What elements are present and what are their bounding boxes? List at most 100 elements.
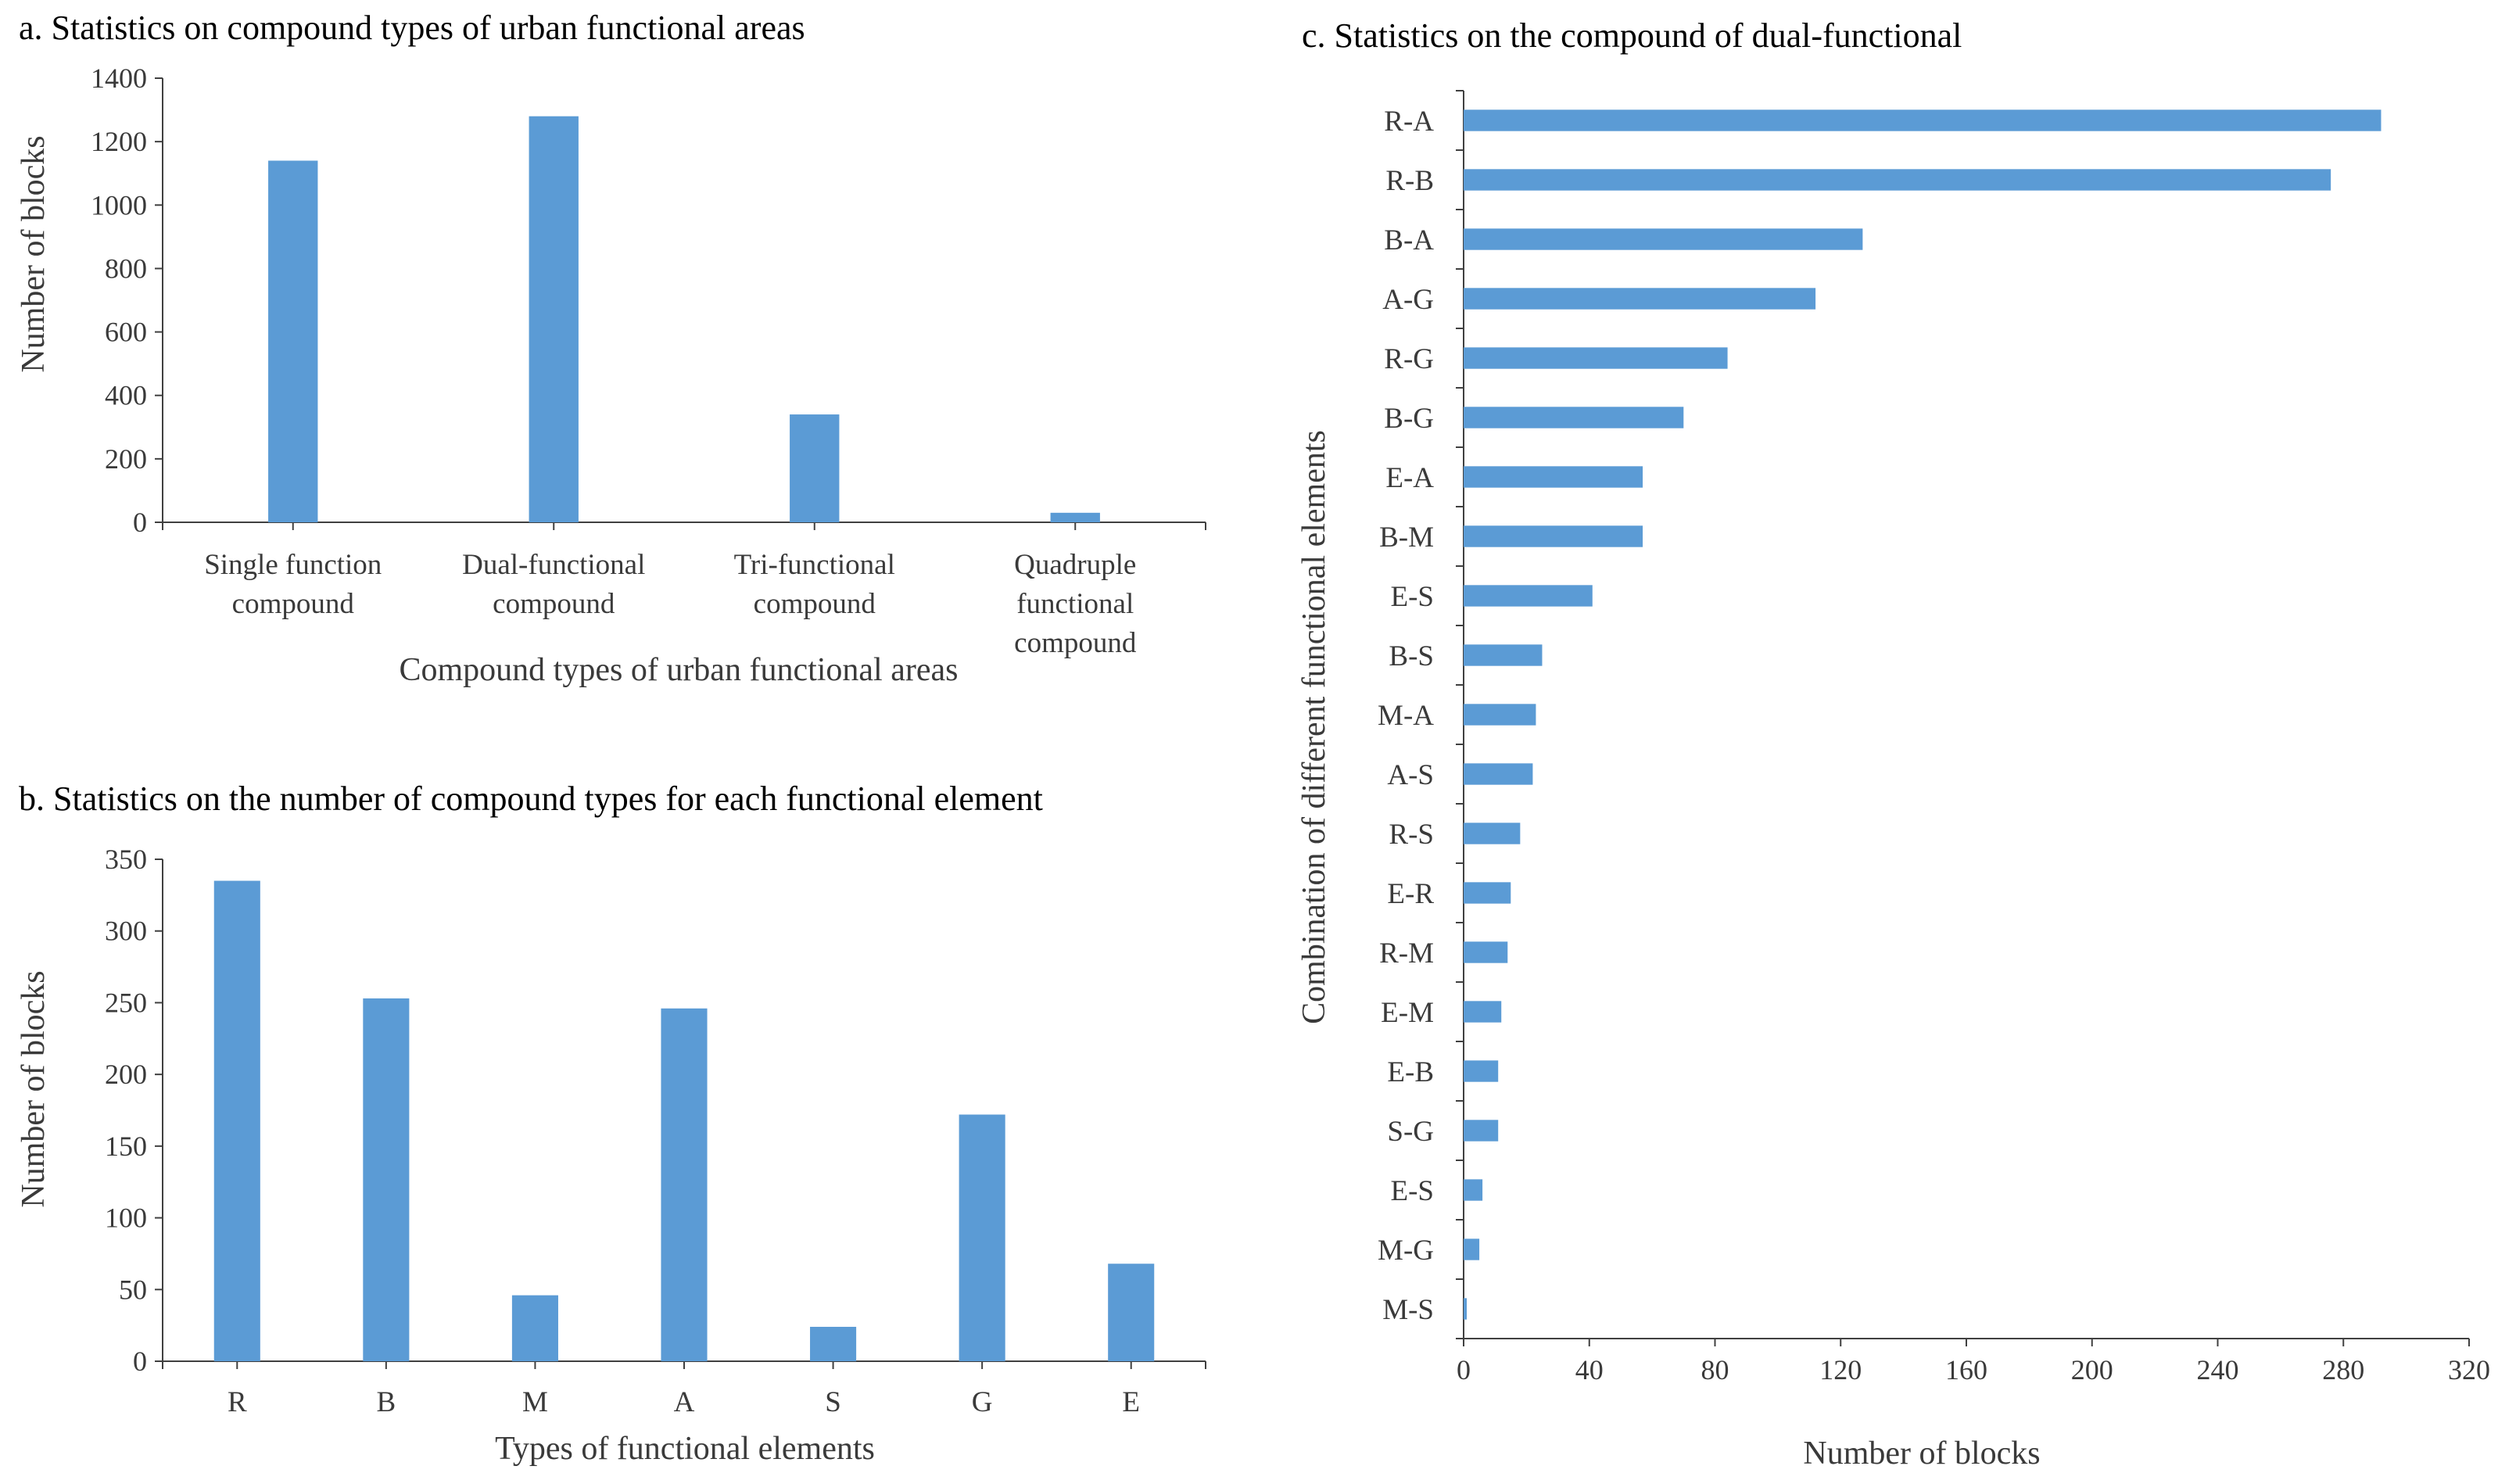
c-category-label: B-G	[1384, 403, 1434, 435]
a-category-line: Single function	[204, 549, 382, 581]
chart-c-category-labels: R-A R-B B-A A-G R-G B-G E-A B-M E-S B-S M-A A-S R-S E…	[1378, 106, 1434, 1326]
c-category-label: S-G	[1387, 1116, 1434, 1148]
b-category-label: S	[825, 1386, 841, 1418]
c-category-label: E-S	[1391, 1175, 1435, 1207]
c-category-label: R-G	[1384, 343, 1434, 375]
a-category-line: Dual-functional	[462, 549, 645, 581]
c-category-label: M-A	[1378, 700, 1434, 732]
chart-b-title: b. Statistics on the number of compound …	[19, 780, 1043, 818]
c-bar	[1464, 407, 1684, 428]
a-category-line: Quadruple	[1014, 549, 1136, 581]
chart-c-title: c. Statistics on the compound of dual-fu…	[1302, 16, 1962, 55]
chart-c-axes	[1456, 90, 2469, 1339]
b-bar	[959, 1114, 1005, 1361]
c-bar	[1464, 525, 1643, 547]
a-category-label: Dual-functional compound	[462, 549, 645, 620]
c-bar	[1464, 1060, 1499, 1082]
chart-c-dual-functional-combinations: c. Statistics on the compound of dual-fu…	[1296, 16, 2490, 1471]
c-x-tick-label: 40	[1575, 1354, 1604, 1385]
b-bar	[213, 880, 260, 1361]
chart-b-y-axis-label: Number of blocks	[16, 970, 52, 1207]
c-x-tick-label: 80	[1701, 1354, 1729, 1385]
a-y-tick-label: 0	[133, 507, 147, 538]
c-bar	[1464, 704, 1536, 726]
chart-a-category-labels: Single function compound Dual-functional co…	[204, 549, 1137, 659]
chart-a-x-axis-label: Compound types of urban functional areas	[400, 652, 959, 688]
b-y-tick-label: 100	[105, 1203, 147, 1234]
c-x-tick-label: 160	[1945, 1354, 1987, 1385]
b-bar	[1108, 1264, 1155, 1361]
c-bar	[1464, 823, 1521, 844]
a-bar	[529, 116, 579, 522]
c-bar	[1464, 347, 1728, 369]
c-category-label: E-B	[1387, 1056, 1434, 1088]
a-category-label: Tri-functional compound	[734, 549, 895, 620]
chart-a-y-ticks: 0 200 400 600 800 1000 1200 1400	[91, 63, 163, 538]
a-category-line: compound	[232, 588, 355, 620]
c-category-label: A-S	[1387, 759, 1434, 791]
c-category-label: B-S	[1389, 640, 1434, 672]
c-category-label: R-M	[1379, 937, 1434, 970]
c-x-tick-label: 0	[1457, 1354, 1471, 1385]
b-y-tick-label: 200	[105, 1059, 147, 1090]
a-y-tick-label: 1200	[91, 126, 147, 157]
c-bar	[1464, 228, 1863, 250]
c-bar	[1464, 763, 1533, 785]
chart-c-x-axis-label: Number of blocks	[1803, 1436, 2040, 1471]
b-y-tick-label: 0	[133, 1346, 147, 1377]
c-category-label: B-M	[1379, 522, 1434, 554]
c-category-label: M-G	[1378, 1235, 1434, 1267]
a-category-line: compound	[1014, 627, 1137, 659]
c-category-label: R-A	[1384, 106, 1434, 138]
c-bar	[1464, 109, 2382, 131]
c-bar	[1464, 288, 1816, 310]
c-bar	[1464, 1238, 1480, 1260]
a-category-line: Tri-functional	[734, 549, 895, 581]
c-bar	[1464, 1001, 1502, 1023]
a-bar	[268, 160, 318, 522]
a-category-line: functional	[1016, 588, 1134, 620]
a-y-tick-label: 1400	[91, 63, 147, 94]
chart-b-element-compound-counts: b. Statistics on the number of compound …	[16, 780, 1206, 1467]
c-bar	[1464, 466, 1643, 488]
b-category-label: M	[522, 1386, 548, 1418]
a-y-tick-label: 400	[105, 380, 147, 411]
a-bar	[1050, 512, 1100, 522]
c-bar	[1464, 1179, 1483, 1201]
a-category-label: Quadruple functional compound	[1014, 549, 1137, 659]
a-bar	[790, 414, 840, 522]
c-x-tick-label: 200	[2071, 1354, 2113, 1385]
a-y-tick-label: 1000	[91, 189, 147, 220]
b-y-tick-label: 250	[105, 987, 147, 1018]
c-bar	[1464, 882, 1511, 904]
chart-c-x-ticks: 0 40 80 120 160 200 240 280 320	[1457, 1339, 2490, 1385]
chart-a-compound-types: a. Statistics on compound types of urban…	[16, 9, 1206, 688]
c-category-label: R-S	[1389, 819, 1434, 851]
a-y-tick-label: 800	[105, 253, 147, 284]
c-bar	[1464, 1298, 1468, 1320]
c-x-tick-label: 280	[2322, 1354, 2364, 1385]
a-y-tick-label: 600	[105, 317, 147, 348]
c-x-tick-label: 120	[1819, 1354, 1862, 1385]
b-bar	[810, 1326, 857, 1361]
c-bar	[1464, 169, 2331, 191]
c-category-label: E-M	[1381, 997, 1434, 1029]
a-category-line: compound	[754, 588, 876, 620]
chart-a-bars	[268, 116, 1100, 522]
chart-a-y-axis-label: Number of blocks	[16, 135, 52, 372]
c-bar	[1464, 1120, 1499, 1142]
chart-a-axes	[162, 78, 1206, 530]
c-bar	[1464, 585, 1593, 607]
c-bar	[1464, 941, 1508, 963]
chart-b-x-axis-label: Types of functional elements	[495, 1431, 875, 1467]
c-category-label: R-B	[1385, 165, 1434, 197]
b-category-label: B	[377, 1386, 396, 1418]
a-category-line: compound	[493, 588, 615, 620]
a-y-tick-label: 200	[105, 443, 147, 475]
c-category-label: A-G	[1382, 284, 1434, 316]
b-category-label: G	[972, 1386, 993, 1418]
b-y-tick-label: 300	[105, 916, 147, 947]
a-category-label: Single function compound	[204, 549, 382, 620]
b-category-label: R	[228, 1386, 247, 1418]
